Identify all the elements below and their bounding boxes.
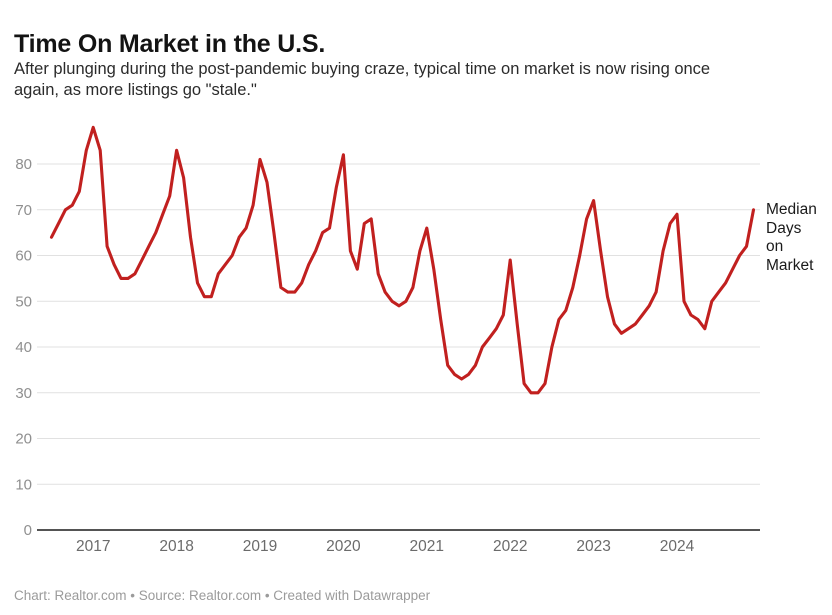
- chart-title: Time On Market in the U.S.: [14, 29, 326, 58]
- y-axis-tick-label: 80: [15, 156, 32, 173]
- y-axis-tick-label: 10: [15, 476, 32, 493]
- x-axis-tick-label: 2017: [76, 538, 110, 555]
- median-days-on-market-line: [49, 125, 756, 395]
- y-axis-tick-label: 50: [15, 293, 32, 310]
- y-axis-tick-label: 20: [15, 431, 32, 448]
- y-axis-tick-label: 30: [15, 385, 32, 402]
- series-label-line-3: on: [766, 238, 784, 255]
- x-axis-tick-label: 2019: [243, 538, 277, 555]
- series-label-line-2: Days: [766, 219, 802, 237]
- chart-subtitle-line-1: After plunging during the post-pandemic …: [14, 60, 711, 78]
- x-axis-tick-label: 2022: [493, 538, 527, 555]
- x-axis-tick-label: 2020: [326, 538, 361, 555]
- x-axis-tick-label: 2018: [159, 538, 193, 555]
- series-label-line-1: Median: [766, 201, 817, 218]
- y-axis-tick-label: 40: [15, 339, 32, 356]
- x-axis-tick-label: 2021: [410, 538, 444, 555]
- y-axis-tick-label: 70: [15, 202, 32, 219]
- y-axis-tick-label: 0: [24, 522, 32, 539]
- x-axis-tick-label: 2024: [660, 538, 695, 555]
- chart-subtitle-line-2: again, as more listings go "stale.": [14, 81, 257, 99]
- x-axis-tick-label: 2023: [576, 538, 610, 555]
- series-label: Median Days on Market: [766, 201, 830, 275]
- chart-attribution: Chart: Realtor.com • Source: Realtor.com…: [14, 588, 431, 603]
- y-axis-tick-label: 60: [15, 248, 32, 265]
- series-label-line-4: Market: [766, 256, 814, 274]
- chart-subtitle: After plunging during the post-pandemic …: [14, 59, 814, 101]
